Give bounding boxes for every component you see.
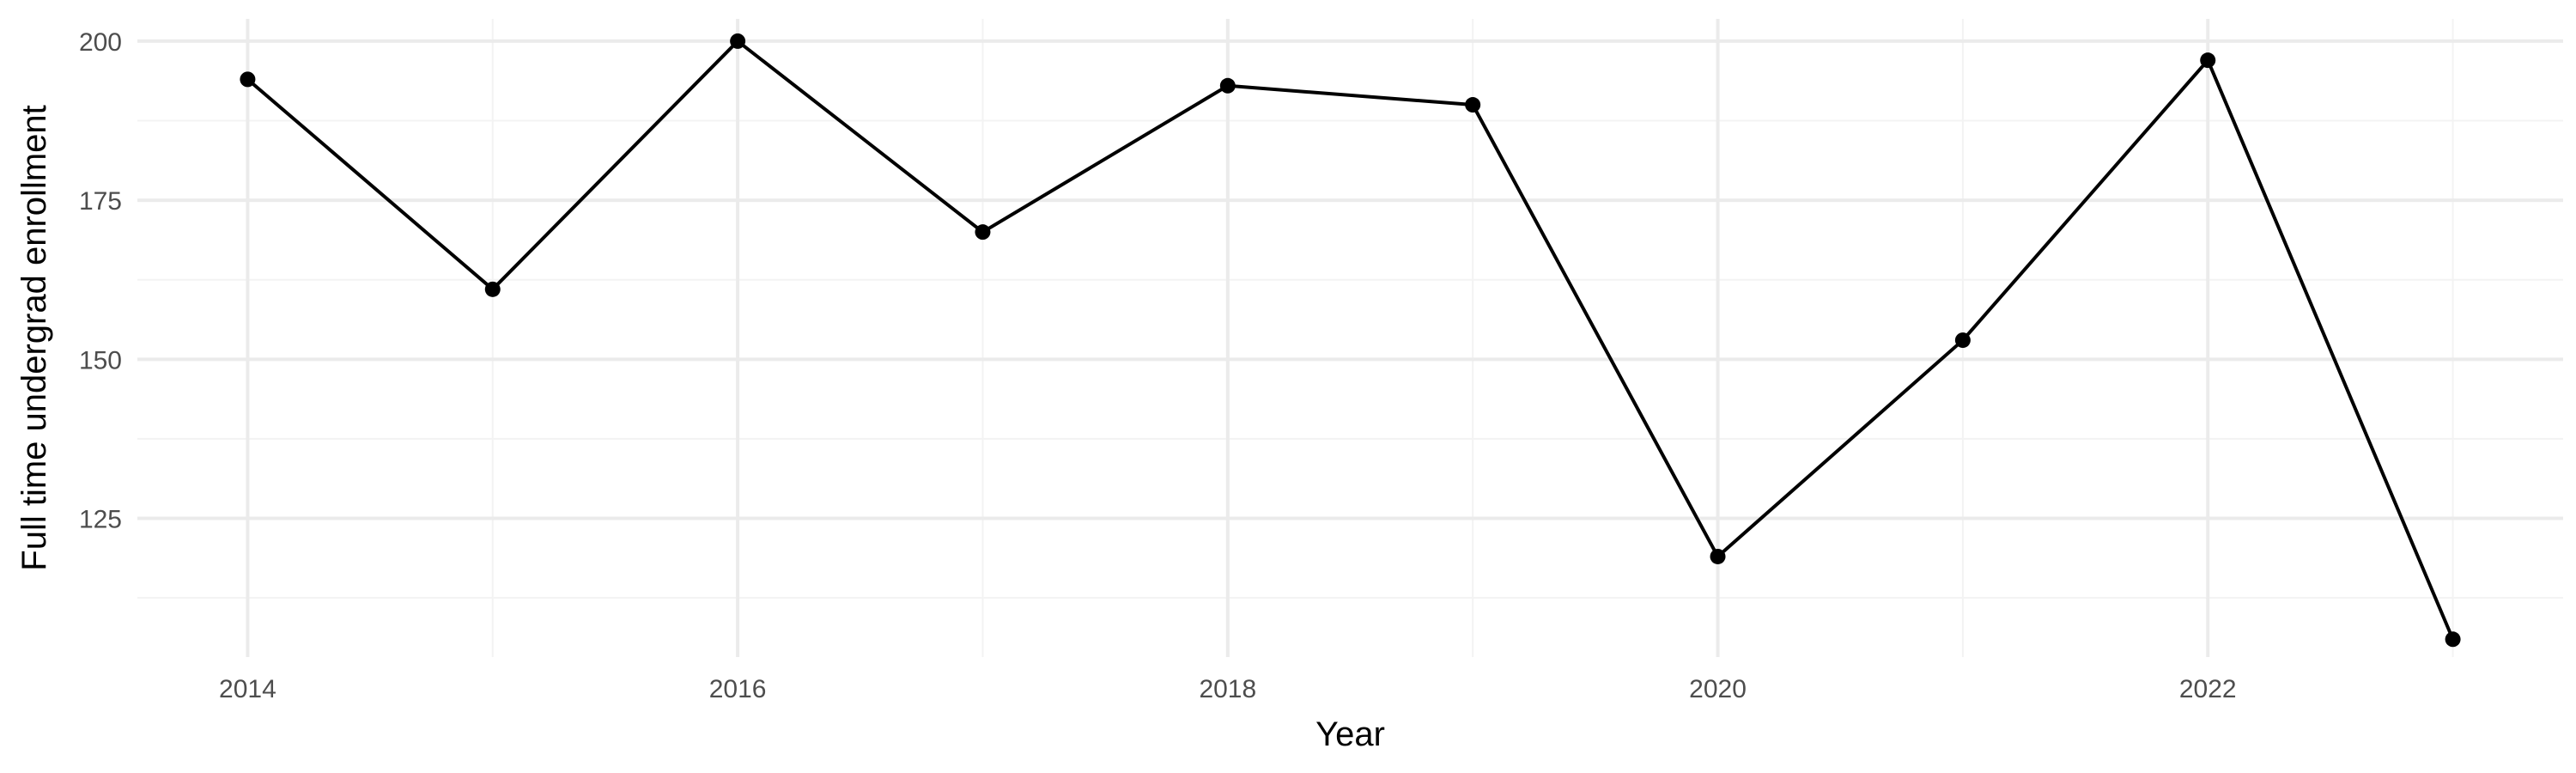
data-point (240, 71, 256, 88)
data-point (1954, 332, 1971, 349)
data-point (484, 281, 501, 297)
data-point (2200, 52, 2216, 69)
data-point (975, 224, 991, 240)
x-axis-title: Year (1315, 715, 1385, 753)
y-tick-label: 175 (79, 187, 122, 216)
x-tick-label: 2022 (2179, 675, 2237, 703)
series-line (246, 39, 2455, 641)
data-point (730, 33, 746, 49)
y-axis-tick-labels: 125 150 175 200 (79, 28, 122, 534)
x-tick-label: 2020 (1689, 675, 1747, 703)
data-point (1465, 97, 1481, 113)
data-point (1219, 77, 1236, 94)
x-tick-label: 2018 (1199, 675, 1256, 703)
data-point (1710, 548, 1726, 564)
y-tick-label: 200 (79, 28, 122, 57)
x-tick-label: 2014 (219, 675, 276, 703)
series-layer (240, 33, 2461, 648)
x-axis-tick-labels: 2014 2016 2018 2020 2022 (219, 675, 2237, 703)
y-axis-title: Full time undergrad enrollment (15, 105, 53, 570)
y-tick-label: 150 (79, 346, 122, 374)
minor-gridlines (137, 19, 2563, 657)
x-tick-label: 2016 (709, 675, 767, 703)
data-point (2445, 631, 2461, 648)
y-tick-label: 125 (79, 506, 122, 534)
